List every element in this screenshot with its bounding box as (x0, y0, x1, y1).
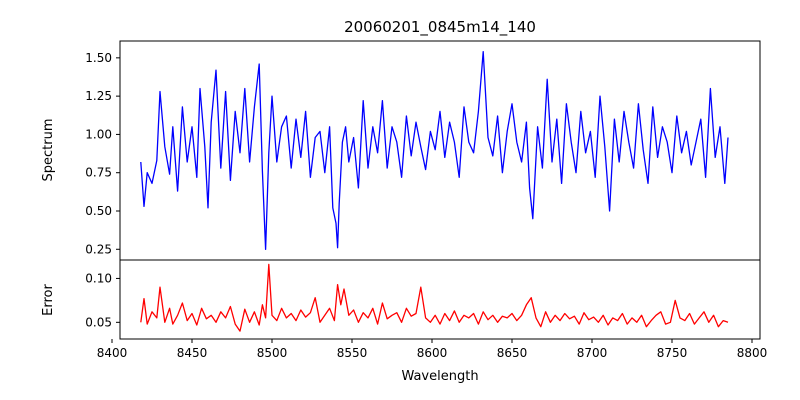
x-tick-label-0: 8400 (97, 346, 128, 360)
y-tick-label-1-1: 0.10 (85, 271, 112, 285)
series-line-0-0 (140, 51, 729, 250)
x-tick-label-4: 8600 (417, 346, 448, 360)
x-tick-label-7: 8750 (657, 346, 688, 360)
x-axis-label: Wavelength (401, 369, 478, 384)
x-tick-label-8: 8800 (737, 346, 768, 360)
y-tick-label-0-1: 0.50 (85, 204, 112, 218)
y-tick-label-0-2: 0.75 (85, 166, 112, 180)
x-tick-label-3: 8550 (337, 346, 368, 360)
y-tick-label-0-3: 1.00 (85, 127, 112, 141)
x-tick-label-1: 8450 (177, 346, 208, 360)
spectrum-panel: 0.25 0.50 0.75 1.00 1.25 1.50 (85, 40, 761, 261)
series-line-1-0 (140, 263, 729, 332)
y-tick-label-1-0: 0.05 (85, 315, 112, 329)
y-tick-label-0-4: 1.25 (85, 89, 112, 103)
x-tick-label-2: 8500 (257, 346, 288, 360)
error-panel: 0.05 0.10 8400 8450 8500 8550 8600 8650 8700 8750… (85, 259, 768, 360)
y-tick-label-0-0: 0.25 (85, 242, 112, 256)
y-axis-label-error: Error (41, 284, 56, 316)
y-tick-label-0-5: 1.50 (85, 51, 112, 65)
x-tick-label-5: 8650 (497, 346, 528, 360)
x-tick-label-6: 8700 (577, 346, 608, 360)
axes-frame-1 (119, 259, 761, 340)
y-axis-label-spectrum: Spectrum (41, 119, 56, 182)
chart-title: 20060201_0845m14_140 (344, 18, 536, 37)
